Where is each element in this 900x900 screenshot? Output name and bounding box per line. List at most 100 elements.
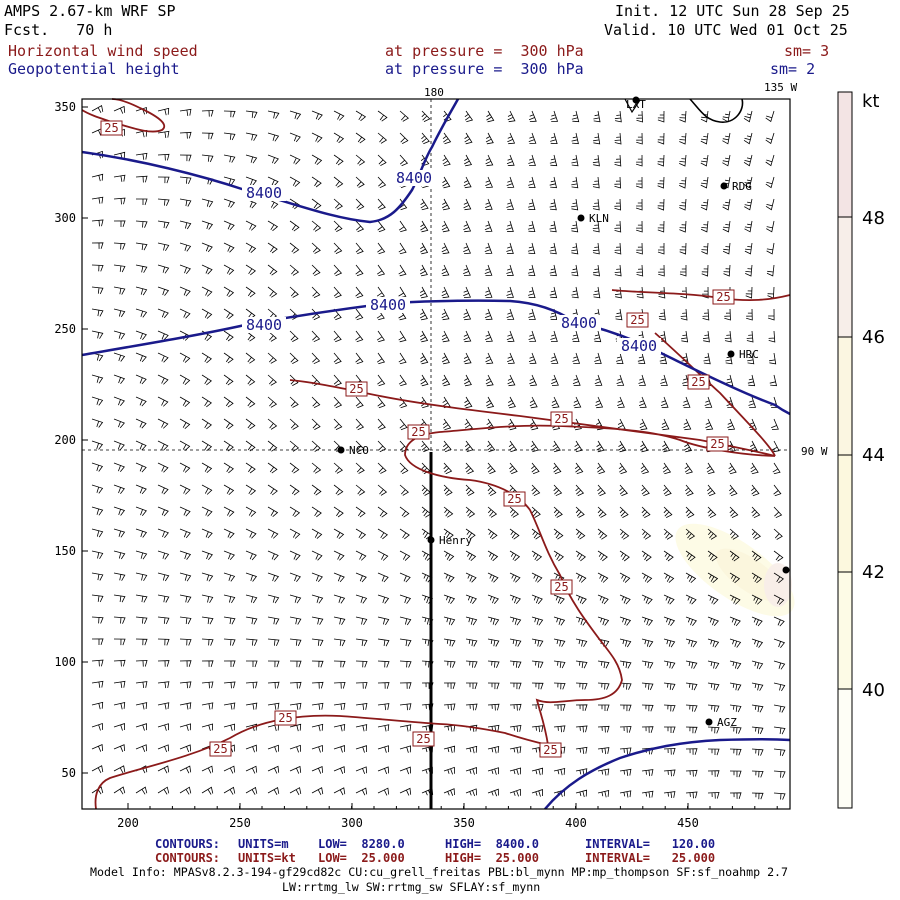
map-frame (81, 98, 791, 810)
wind-barb (311, 594, 324, 604)
wind-barb (135, 352, 147, 363)
wind-barb (223, 660, 236, 668)
wind-barb (136, 198, 148, 206)
wind-barb (157, 352, 169, 363)
wind-barb (679, 132, 687, 145)
lon-label-90w: 90 W (801, 445, 828, 458)
wind-barb (658, 264, 665, 277)
wind-barb (179, 154, 192, 162)
wind-barb (179, 506, 191, 517)
wind-barb (766, 264, 775, 277)
wind-barb (245, 220, 257, 231)
wind-barb (596, 440, 605, 453)
wind-barb (311, 440, 321, 452)
wind-barb (487, 462, 496, 475)
wind-barb (157, 130, 170, 138)
wind-barb (507, 132, 516, 145)
wind-barb (743, 154, 753, 167)
wind-barb (355, 132, 366, 144)
wind-barb (685, 791, 698, 799)
wind-barb (707, 726, 720, 734)
wind-barb (157, 308, 169, 319)
wind-barb (553, 484, 563, 497)
wind-barb (377, 374, 386, 387)
wind-barb (751, 748, 764, 756)
wind-barb (201, 286, 213, 297)
wind-barb (421, 440, 430, 453)
wind-barb (597, 528, 608, 540)
wind-barb (91, 744, 103, 752)
wind-barb (575, 506, 585, 518)
wind-barb (333, 484, 344, 496)
wind-barb (311, 787, 324, 796)
wind-barb (245, 702, 258, 710)
wind-barb (464, 110, 474, 123)
wind-barb (465, 616, 478, 626)
wind-barb (311, 330, 321, 343)
wind-barb (399, 484, 409, 496)
wind-barb (751, 770, 764, 778)
wind-barb (157, 220, 170, 229)
y-tick-label: 100 (54, 655, 76, 669)
wind-barb (333, 745, 345, 753)
wind-barb (751, 594, 763, 605)
wind-barb (245, 396, 256, 408)
wind-barb (487, 703, 500, 711)
wind-barb (509, 550, 521, 562)
wind-barb (179, 616, 192, 625)
wind-barb (618, 440, 627, 453)
wind-barb (267, 744, 279, 753)
wind-barb (685, 594, 697, 605)
wind-barb (179, 242, 192, 252)
wind-barb (597, 725, 610, 733)
wind-barb (355, 787, 368, 796)
wind-barb (113, 616, 126, 624)
wind-barb (179, 702, 192, 710)
wind-barb (531, 572, 543, 583)
wind-barb (420, 198, 429, 211)
wind-barb (420, 220, 429, 233)
wind-barb (729, 682, 742, 691)
field2-name: Geopotential height (8, 60, 180, 78)
wind-barb (619, 484, 628, 497)
wind-barb (289, 723, 302, 732)
wind-barb (311, 352, 321, 365)
wind-barb (289, 154, 301, 165)
wind-barb (113, 197, 126, 205)
wind-barb (157, 396, 169, 407)
wind-barb (179, 396, 191, 407)
wind-barb (157, 484, 169, 495)
wind-barb (421, 506, 432, 518)
wind-barb (729, 506, 739, 518)
height-label: 8400 (246, 316, 282, 334)
wind-barb (399, 745, 412, 753)
wind-barb (179, 462, 191, 473)
wind-barb (135, 723, 147, 731)
wind-barb (663, 682, 676, 691)
wind-barb (157, 418, 169, 429)
wind-barb (700, 198, 709, 211)
wind-barb (399, 462, 409, 474)
wind-barb (765, 154, 775, 167)
height-contour-labels: 8400 8400 8400 8400 8400 8400 (242, 169, 661, 355)
wind-barb (399, 572, 411, 583)
wind-barb (571, 176, 579, 189)
wind-label: 25 (104, 121, 118, 135)
wind-barb (311, 550, 323, 561)
wind-barb (443, 528, 454, 540)
wind-barb (179, 220, 192, 230)
wind-barb (509, 767, 522, 776)
wind-barb (635, 154, 643, 167)
wind-barb (550, 132, 558, 145)
wind-barb (506, 286, 514, 298)
wind-barb (663, 704, 676, 712)
wind-barb (355, 638, 368, 647)
wind-barb (751, 660, 764, 670)
wind-barb (113, 638, 126, 646)
wind-barb (663, 572, 675, 583)
wind-barb (485, 132, 494, 145)
wind-barb (135, 242, 148, 251)
wind-barb (91, 550, 104, 560)
wind-barb (744, 220, 753, 233)
wind-barb (201, 702, 214, 710)
